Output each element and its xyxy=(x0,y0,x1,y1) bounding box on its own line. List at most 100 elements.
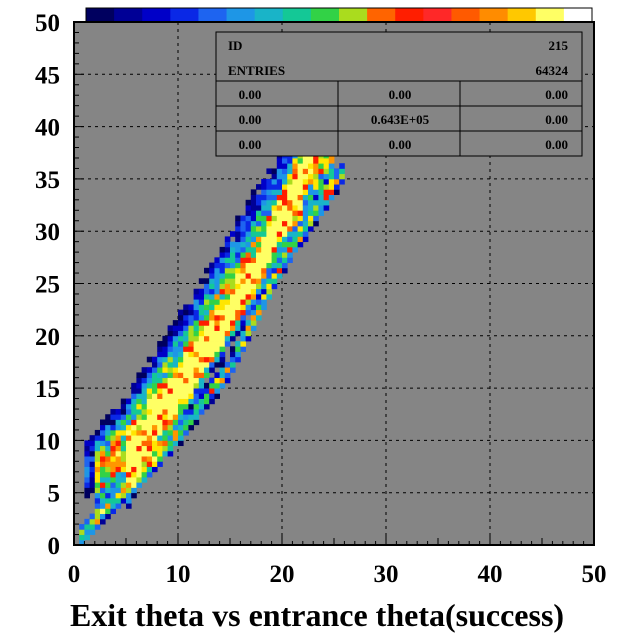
heatmap-cell xyxy=(157,414,163,420)
heatmap-cell xyxy=(183,414,189,420)
heatmap-cell xyxy=(302,168,309,175)
heatmap-cell xyxy=(302,220,309,227)
heatmap-cell xyxy=(224,246,231,253)
heatmap-cell xyxy=(141,372,148,379)
heatmap-cell xyxy=(250,320,257,326)
heatmap-cell xyxy=(105,450,111,457)
heatmap-cell xyxy=(141,424,148,431)
heatmap-cell xyxy=(209,335,215,342)
heatmap-cell xyxy=(183,330,189,337)
colorbar-swatch xyxy=(535,8,565,22)
heatmap-cell xyxy=(178,377,184,384)
heatmap-cell xyxy=(198,398,205,405)
heatmap-cell xyxy=(178,393,184,399)
heatmap-cell xyxy=(209,388,215,394)
heatmap-cell xyxy=(136,419,142,426)
heatmap-cell xyxy=(172,351,179,358)
heatmap-cell xyxy=(323,205,330,211)
heatmap-cell xyxy=(282,205,288,211)
heatmap-cell xyxy=(204,288,210,295)
heatmap-cell xyxy=(261,194,267,201)
heatmap-cell xyxy=(240,309,246,316)
heatmap-cell xyxy=(245,335,252,342)
heatmap-cell xyxy=(282,210,288,216)
heatmap-cell xyxy=(323,184,330,190)
heatmap-cell xyxy=(198,335,205,342)
heatmap-cell xyxy=(240,335,246,342)
heatmap-cell xyxy=(313,157,319,164)
heatmap-cell xyxy=(271,225,278,232)
heatmap-cell xyxy=(172,419,179,426)
heatmap-cell xyxy=(204,283,210,290)
colorbar-swatch xyxy=(367,8,396,22)
heatmap-cell xyxy=(261,178,267,185)
heatmap-cell xyxy=(219,314,226,321)
heatmap-cell xyxy=(245,262,252,269)
heatmap-cell xyxy=(219,309,226,316)
heatmap-cell xyxy=(162,414,168,420)
heatmap-cell xyxy=(219,299,226,305)
heatmap-cell xyxy=(313,220,319,227)
heatmap-cell xyxy=(136,414,142,420)
heatmap-cell xyxy=(126,477,132,483)
heatmap-cell xyxy=(308,157,314,164)
heatmap-cell xyxy=(276,210,283,216)
heatmap-cell xyxy=(240,252,246,258)
heatmap-cell xyxy=(297,231,304,237)
heatmap-cell xyxy=(178,435,184,441)
heatmap-cell xyxy=(126,456,132,462)
heatmap-cell xyxy=(308,194,314,201)
heatmap-cell xyxy=(84,466,90,473)
heatmap-cell xyxy=(146,419,153,426)
heatmap-cell xyxy=(152,466,158,473)
heatmap-cell xyxy=(250,325,257,331)
heatmap-cell xyxy=(204,299,210,305)
heatmap-cell xyxy=(172,367,179,373)
stats-cell: 0.00 xyxy=(239,137,262,152)
y-tick-label: 35 xyxy=(35,167,60,194)
heatmap-cell xyxy=(240,346,246,352)
heatmap-cell xyxy=(157,424,163,431)
heatmap-cell xyxy=(313,199,319,206)
heatmap-cell xyxy=(224,299,231,305)
heatmap-cell xyxy=(105,477,111,483)
heatmap-cell xyxy=(141,461,148,467)
heatmap-cell xyxy=(204,309,210,316)
heatmap-cell xyxy=(198,278,205,284)
heatmap-cell xyxy=(297,173,304,180)
heatmap-cell xyxy=(105,445,111,452)
heatmap-cell xyxy=(152,409,158,415)
heatmap-cell xyxy=(214,330,220,337)
heatmap-cell xyxy=(256,262,262,269)
heatmap-cell xyxy=(188,325,194,331)
heatmap-cell xyxy=(204,382,210,389)
heatmap-cell xyxy=(198,320,205,326)
heatmap-cell xyxy=(261,278,267,284)
heatmap-cell xyxy=(256,252,262,258)
heatmap-cell xyxy=(178,424,184,431)
heatmap-cell xyxy=(287,184,293,190)
heatmap-cell xyxy=(256,225,262,232)
heatmap-cell xyxy=(120,435,127,441)
heatmap-cell xyxy=(240,304,246,311)
heatmap-cell xyxy=(162,346,168,352)
heatmap-cell xyxy=(204,367,210,373)
heatmap-cell xyxy=(152,403,158,410)
heatmap-cell xyxy=(183,361,189,368)
heatmap-cell xyxy=(230,361,236,368)
heatmap-cell xyxy=(178,356,184,363)
heatmap-cell xyxy=(178,403,184,410)
heatmap-cell xyxy=(204,293,210,300)
heatmap-cell xyxy=(282,220,288,227)
heatmap-cell xyxy=(89,487,96,494)
stats-cell: 0.00 xyxy=(239,87,262,102)
heatmap-cell xyxy=(292,173,298,180)
heatmap-cell xyxy=(266,210,272,216)
heatmap-cell xyxy=(214,377,220,384)
heatmap-cell xyxy=(146,409,153,415)
heatmap-cell xyxy=(318,168,324,175)
heatmap-cell xyxy=(167,445,174,452)
heatmap-cell xyxy=(178,309,184,316)
heatmap-cell xyxy=(245,293,252,300)
heatmap-cell xyxy=(193,346,200,352)
